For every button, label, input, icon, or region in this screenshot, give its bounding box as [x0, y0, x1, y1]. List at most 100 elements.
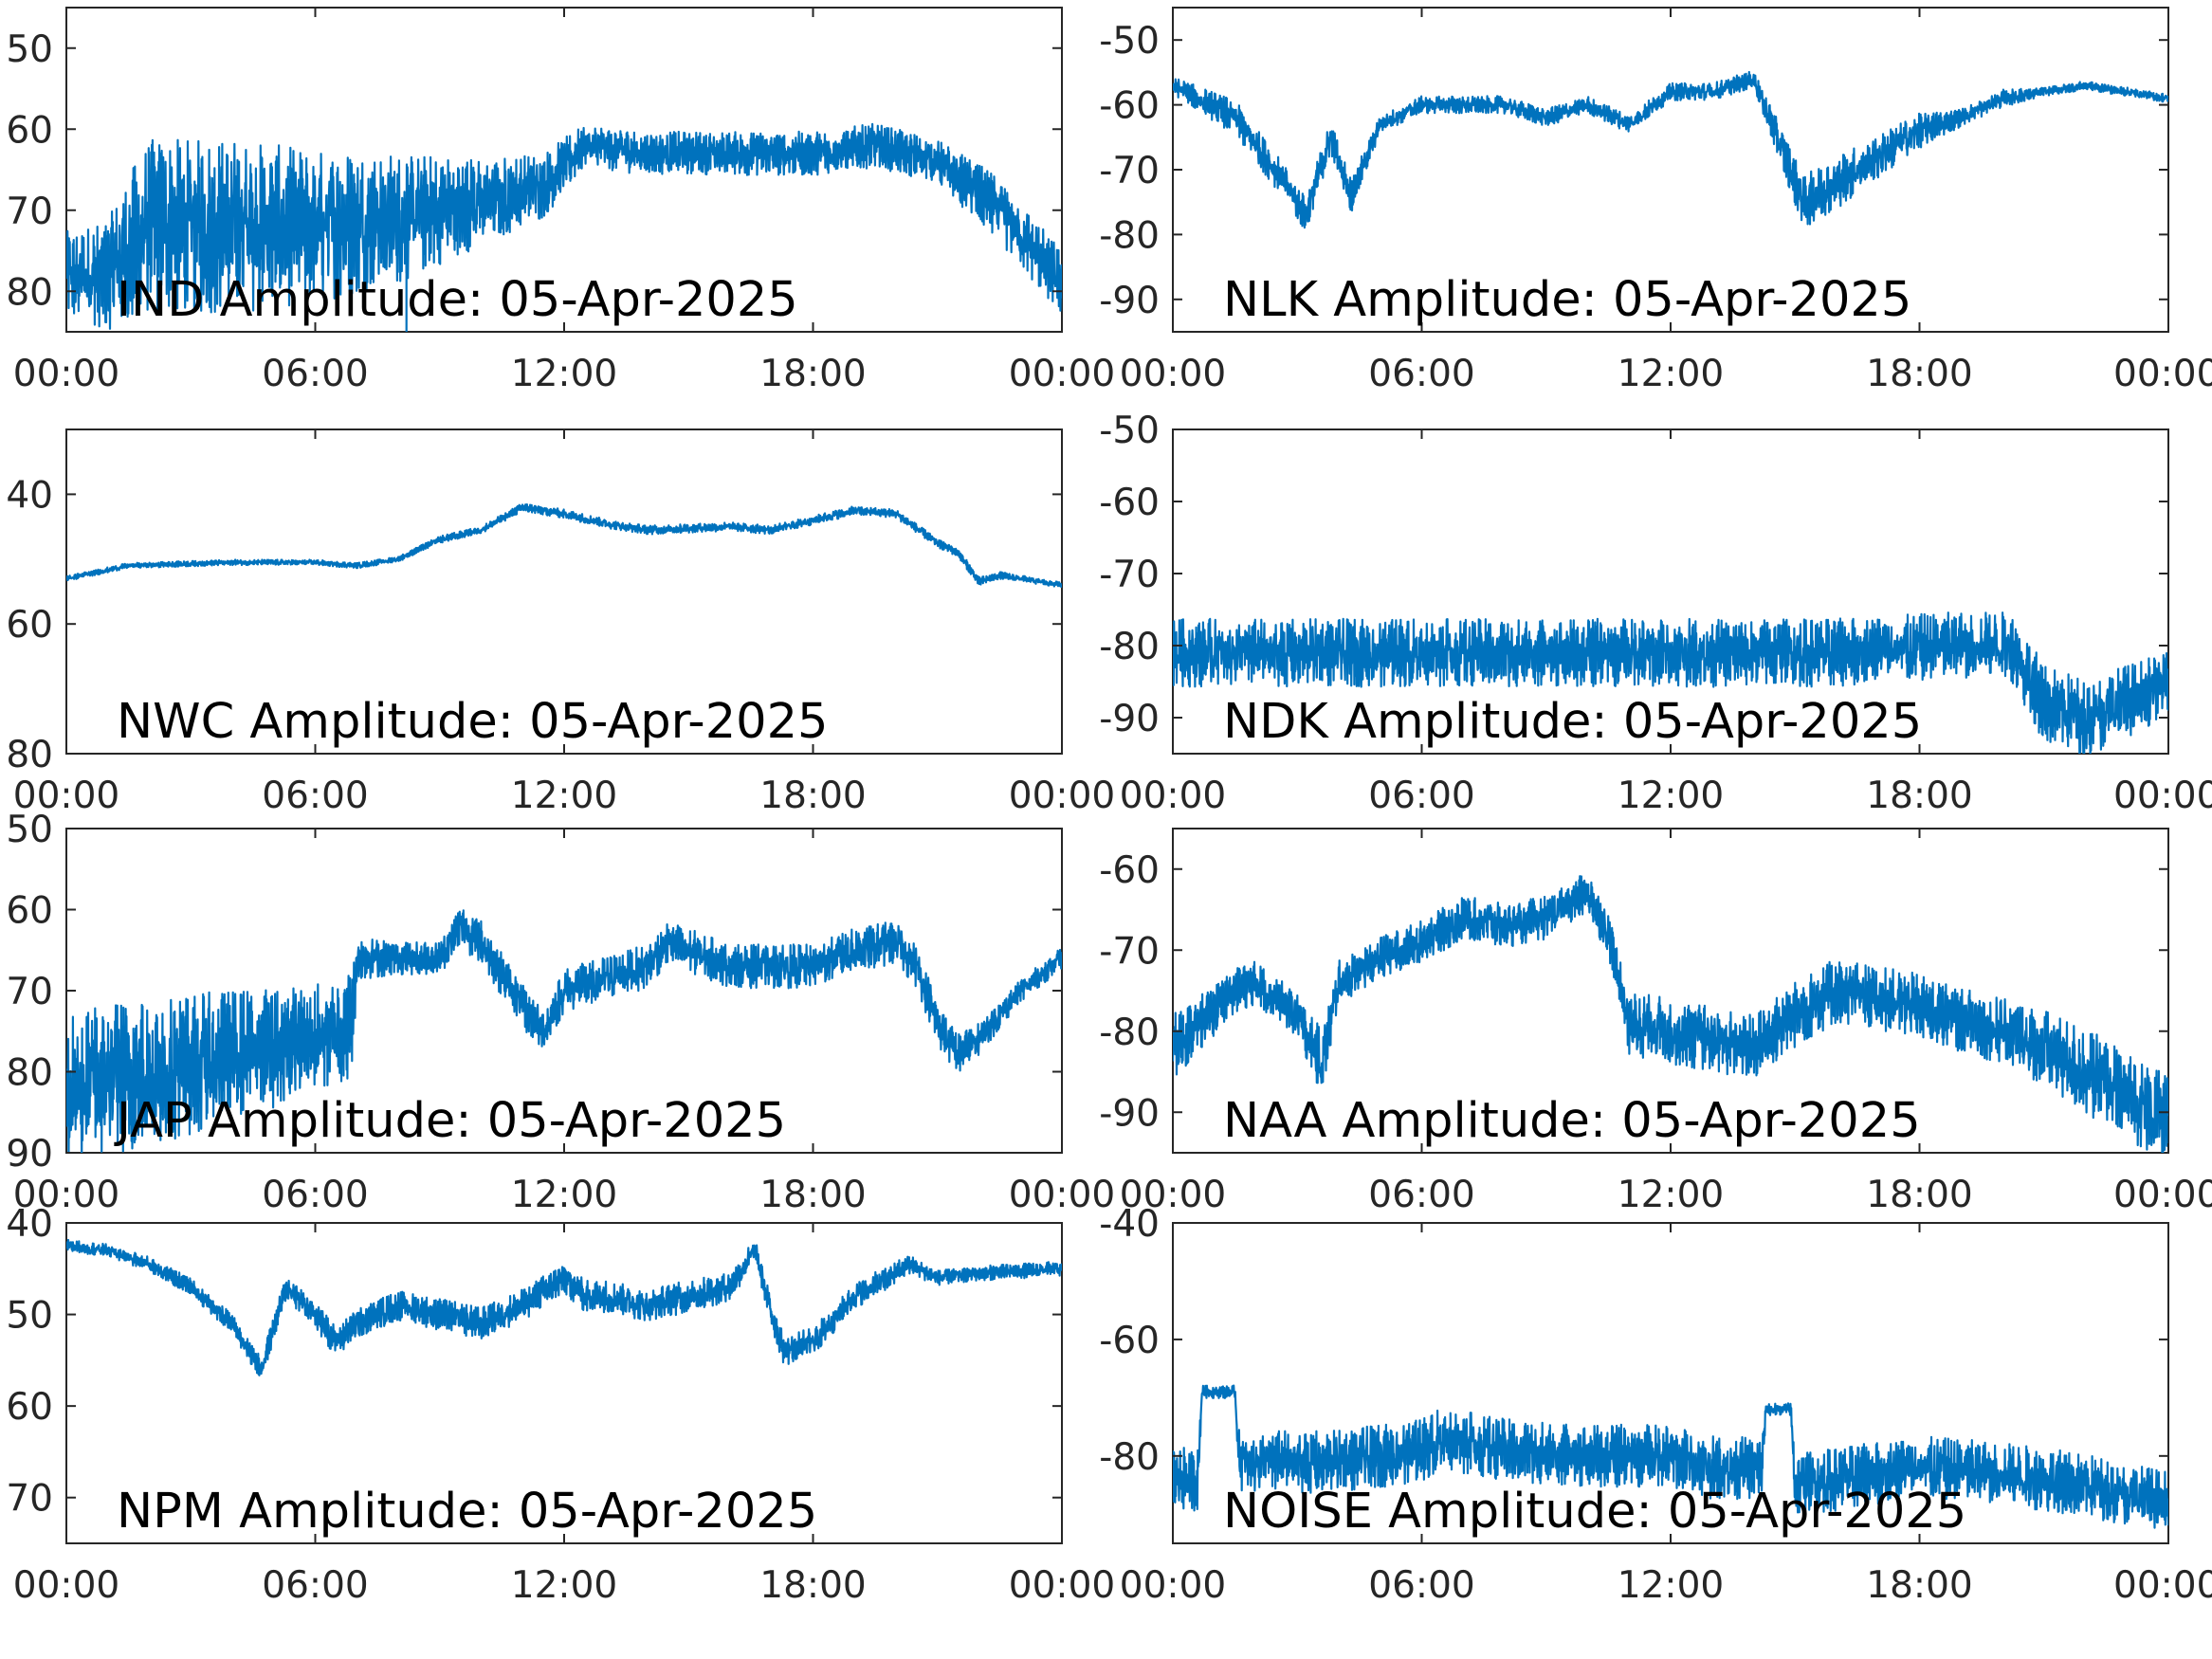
panel-ndk: 00:00 06:00 12:00 18:00 00:00 -50 -60 -70 -80 -90… [1099, 410, 2212, 817]
y-tick-label: 60 [6, 109, 53, 152]
x-tick-label: 00:00 [1120, 353, 1226, 395]
x-tick-label: 06:00 [1368, 775, 1474, 817]
panel-jap: 00:00 06:00 12:00 18:00 00:00 50 60 70 80 90 JAP A… [6, 809, 1115, 1216]
series-line-ndk [1173, 611, 2168, 754]
y-tick-label: 70 [6, 191, 53, 233]
x-tick-label: 00:00 [1009, 353, 1115, 395]
x-tick-label: 00:00 [1120, 775, 1226, 817]
x-tick-label: 06:00 [262, 775, 368, 817]
series-line-nlk [1173, 70, 2168, 229]
x-tick-label: 00:00 [1120, 1174, 1226, 1216]
y-tick-label: -80 [1099, 214, 1160, 257]
y-tick-label: -80 [1099, 1012, 1160, 1054]
panel-ind: 00:00 06:00 12:00 18:00 00:00 50 60 70 80 IND Amp… [6, 7, 1115, 395]
panel-title: NAA Amplitude: 05-Apr-2025 [1223, 1093, 1921, 1149]
y-tick-label: -70 [1099, 930, 1160, 973]
y-tick-label: 90 [6, 1133, 53, 1176]
x-tick-label: 18:00 [1866, 775, 1972, 817]
series-line-jap [66, 909, 1062, 1153]
x-tick-label: 00:00 [13, 353, 119, 395]
series-line-ind [66, 122, 1062, 332]
x-tick-label: 00:00 [13, 775, 119, 817]
y-tick-label: 50 [6, 28, 53, 71]
panel-title: IND Amplitude: 05-Apr-2025 [117, 272, 798, 328]
x-tick-label: 18:00 [1866, 1564, 1972, 1607]
y-tick-label: 40 [6, 1203, 53, 1246]
series-line-npm [66, 1238, 1062, 1376]
x-tick-label: 18:00 [759, 775, 866, 817]
y-tick-label: -80 [1099, 626, 1160, 668]
panel-nlk: 00:00 06:00 12:00 18:00 00:00 -50 -60 -70 -80 -90… [1099, 7, 2212, 395]
plot-area [1172, 1222, 2169, 1544]
y-tick-label: -90 [1099, 1092, 1160, 1135]
y-tick-label: -60 [1099, 1320, 1160, 1362]
x-tick-label: 06:00 [262, 1564, 368, 1607]
x-tick-label: 00:00 [1009, 1564, 1115, 1607]
panel-npm: 00:00 06:00 12:00 18:00 00:00 40 50 60 70 NPM Amp… [6, 1203, 1115, 1607]
x-tick-label: 12:00 [1618, 1564, 1724, 1607]
x-tick-label: 06:00 [1368, 1564, 1474, 1607]
x-tick-label: 00:00 [1009, 1174, 1115, 1216]
x-tick-label: 18:00 [759, 1174, 866, 1216]
x-tick-label: 00:00 [2113, 353, 2212, 395]
plot-area [1172, 7, 2169, 333]
series-line-nwc [66, 503, 1062, 588]
y-tick-label: 60 [6, 604, 53, 647]
y-tick-label: 70 [6, 971, 53, 1013]
x-tick-label: 00:00 [1009, 775, 1115, 817]
panel-nwc: 00:00 06:00 12:00 18:00 00:00 40 60 80 NWC Ampli… [6, 428, 1115, 817]
x-tick-label: 18:00 [1866, 353, 1972, 395]
panel-naa: 00:00 06:00 12:00 18:00 00:00 -60 -70 -80 -90 NAA… [1099, 828, 2212, 1216]
panel-title: JAP Amplitude: 05-Apr-2025 [114, 1093, 786, 1149]
x-tick-label: 12:00 [1618, 353, 1724, 395]
x-tick-label: 12:00 [511, 1564, 617, 1607]
x-tick-label: 18:00 [759, 353, 866, 395]
panel-title: NLK Amplitude: 05-Apr-2025 [1223, 272, 1911, 328]
y-tick-label: 80 [6, 271, 53, 314]
x-tick-label: 00:00 [2113, 1174, 2212, 1216]
x-tick-label: 06:00 [1368, 1174, 1474, 1216]
y-tick-label: -70 [1099, 554, 1160, 596]
y-tick-label: -40 [1099, 1203, 1160, 1246]
x-tick-label: 12:00 [511, 1174, 617, 1216]
y-tick-label: 50 [6, 809, 53, 851]
y-tick-label: 40 [6, 474, 53, 517]
y-tick-label: 70 [6, 1478, 53, 1521]
y-tick-label: 60 [6, 890, 53, 933]
y-tick-label: -70 [1099, 150, 1160, 192]
panel-title: NDK Amplitude: 05-Apr-2025 [1223, 694, 1922, 750]
y-tick-label: 50 [6, 1295, 53, 1338]
y-tick-label: -90 [1099, 698, 1160, 740]
x-tick-label: 12:00 [1618, 1174, 1724, 1216]
x-tick-label: 00:00 [1120, 1564, 1226, 1607]
x-tick-label: 12:00 [1618, 775, 1724, 817]
x-tick-label: 06:00 [262, 1174, 368, 1216]
x-tick-label: 18:00 [1866, 1174, 1972, 1216]
x-tick-label: 00:00 [13, 1174, 119, 1216]
x-tick-label: 18:00 [759, 1564, 866, 1607]
y-tick-label: -50 [1099, 20, 1160, 63]
x-tick-label: 00:00 [2113, 1564, 2212, 1607]
panel-title: NPM Amplitude: 05-Apr-2025 [117, 1484, 817, 1540]
y-tick-label: 80 [6, 1052, 53, 1095]
x-tick-label: 12:00 [511, 775, 617, 817]
x-tick-label: 00:00 [13, 1564, 119, 1607]
y-tick-label: 80 [6, 734, 53, 776]
x-tick-label: 12:00 [511, 353, 617, 395]
y-tick-label: 60 [6, 1386, 53, 1429]
x-tick-label: 06:00 [1368, 353, 1474, 395]
y-tick-label: -90 [1099, 280, 1160, 322]
series-line-noise [1173, 1384, 2168, 1529]
plot-area [1172, 428, 2169, 755]
y-tick-label: -60 [1099, 482, 1160, 524]
y-tick-label: -60 [1099, 85, 1160, 128]
y-tick-label: -80 [1099, 1436, 1160, 1479]
series-line-naa [1173, 875, 2168, 1153]
x-tick-label: 00:00 [2113, 775, 2212, 817]
panel-title: NOISE Amplitude: 05-Apr-2025 [1223, 1484, 1966, 1540]
panel-title: NWC Amplitude: 05-Apr-2025 [117, 694, 828, 750]
y-tick-label: -60 [1099, 849, 1160, 892]
y-tick-label: -50 [1099, 410, 1160, 452]
